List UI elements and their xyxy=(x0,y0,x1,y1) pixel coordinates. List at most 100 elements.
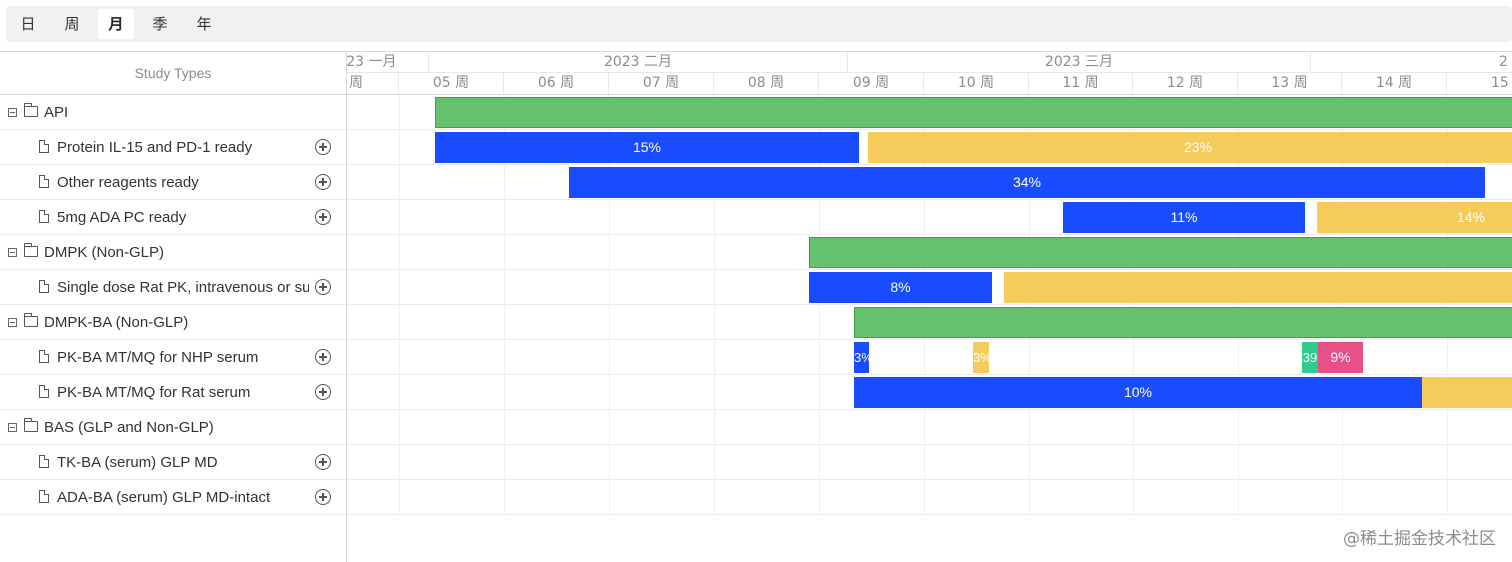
remaining-bar[interactable] xyxy=(1004,272,1512,303)
grid-row-task[interactable]: Single dose Rat PK, intravenous or subcu… xyxy=(0,270,346,305)
grid-row-group[interactable]: DMPK (Non-GLP) xyxy=(0,235,346,270)
gantt-timeline[interactable]: 2023 一月 2023 二月 2023 三月 2 周 05 周 06 周 07… xyxy=(347,51,1512,562)
remaining-bar[interactable] xyxy=(1422,377,1512,408)
month-cell: 2023 一月 xyxy=(347,52,429,73)
grid-row-task[interactable]: ADA-BA (serum) GLP MD-intact xyxy=(0,480,346,515)
group-label: DMPK-BA (Non-GLP) xyxy=(44,314,189,331)
week-cell: 周 xyxy=(347,73,399,94)
extra-bar[interactable]: 9% xyxy=(1318,342,1363,373)
week-cell: 12 周 xyxy=(1133,73,1238,94)
grid-row-task[interactable]: PK-BA MT/MQ for Rat serum xyxy=(0,375,346,410)
task-label: Single dose Rat PK, intravenous or subcu… xyxy=(57,279,309,296)
grid-row-group[interactable]: BAS (GLP and Non-GLP) xyxy=(0,410,346,445)
view-mode-toolbar: 日 周 月 季 年 xyxy=(6,6,1512,42)
file-icon xyxy=(39,385,49,398)
file-icon xyxy=(39,210,49,223)
file-icon xyxy=(39,490,49,503)
week-cell: 11 周 xyxy=(1029,73,1133,94)
task-label: ADA-BA (serum) GLP MD-intact xyxy=(57,489,271,506)
add-subtask-icon[interactable] xyxy=(315,489,331,505)
progress-bar[interactable]: 15% xyxy=(435,132,859,163)
month-cell: 2 xyxy=(1311,52,1512,73)
row-line xyxy=(347,409,1512,410)
group-label: DMPK (Non-GLP) xyxy=(44,244,165,261)
add-subtask-icon[interactable] xyxy=(315,384,331,400)
grid-row-task[interactable]: PK-BA MT/MQ for NHP serum xyxy=(0,340,346,375)
collapse-icon[interactable] xyxy=(8,248,17,257)
task-label: Protein IL-15 and PD-1 ready xyxy=(57,139,253,156)
task-label: PK-BA MT/MQ for NHP serum xyxy=(57,349,259,366)
week-cell: 10 周 xyxy=(924,73,1029,94)
add-subtask-icon[interactable] xyxy=(315,209,331,225)
grid-row-task[interactable]: Other reagents ready xyxy=(0,165,346,200)
folder-open-icon xyxy=(24,103,38,117)
week-cell: 06 周 xyxy=(504,73,609,94)
summary-bar[interactable] xyxy=(809,237,1512,268)
remaining-bar[interactable]: 14% xyxy=(1317,202,1512,233)
tab-year[interactable]: 年 xyxy=(196,15,212,33)
grid-row-group[interactable]: API xyxy=(0,95,346,130)
week-cell: 13 周 xyxy=(1238,73,1342,94)
tab-week[interactable]: 周 xyxy=(64,15,80,33)
group-label: BAS (GLP and Non-GLP) xyxy=(44,419,214,436)
add-subtask-icon[interactable] xyxy=(315,279,331,295)
collapse-icon[interactable] xyxy=(8,108,17,117)
summary-bar[interactable] xyxy=(854,307,1512,338)
grid-row-task[interactable]: 5mg ADA PC ready xyxy=(0,200,346,235)
timeline-month-header: 2023 一月 2023 二月 2023 三月 2 xyxy=(347,51,1512,73)
grid-row-task[interactable]: Protein IL-15 and PD-1 ready xyxy=(0,130,346,165)
row-line xyxy=(347,199,1512,200)
progress-bar[interactable]: 3% xyxy=(854,342,869,373)
row-line xyxy=(347,479,1512,480)
task-label: PK-BA MT/MQ for Rat serum xyxy=(57,384,251,401)
month-cell: 2023 二月 xyxy=(429,52,848,73)
file-icon xyxy=(39,175,49,188)
summary-bar[interactable] xyxy=(435,97,1512,128)
row-line xyxy=(347,129,1512,130)
extra-bar[interactable]: 39 xyxy=(1302,342,1318,373)
watermark: @稀土掘金技术社区 xyxy=(1343,529,1496,549)
grid-row-group[interactable]: DMPK-BA (Non-GLP) xyxy=(0,305,346,340)
task-label: TK-BA (serum) GLP MD xyxy=(57,454,218,471)
week-cell: 05 周 xyxy=(399,73,504,94)
remaining-bar[interactable]: 23% xyxy=(868,132,1512,163)
month-cell: 2023 三月 xyxy=(848,52,1311,73)
week-cell: 14 周 xyxy=(1342,73,1447,94)
group-label: API xyxy=(44,104,69,121)
file-icon xyxy=(39,140,49,153)
grid-row-task[interactable]: TK-BA (serum) GLP MD xyxy=(0,445,346,480)
row-line xyxy=(347,164,1512,165)
add-subtask-icon[interactable] xyxy=(315,454,331,470)
add-subtask-icon[interactable] xyxy=(315,174,331,190)
week-cell: 08 周 xyxy=(714,73,819,94)
folder-open-icon xyxy=(24,313,38,327)
row-line xyxy=(347,234,1512,235)
tab-month[interactable]: 月 xyxy=(98,9,134,39)
grid-header-study-types: Study Types xyxy=(0,51,346,95)
timeline-week-header: 周 05 周 06 周 07 周 08 周 09 周 10 周 11 周 12 … xyxy=(347,73,1512,95)
add-subtask-icon[interactable] xyxy=(315,139,331,155)
progress-bar[interactable]: 10% xyxy=(854,377,1422,408)
row-line xyxy=(347,514,1512,515)
progress-bar[interactable]: 11% xyxy=(1063,202,1305,233)
file-icon xyxy=(39,280,49,293)
row-line xyxy=(347,304,1512,305)
task-label: 5mg ADA PC ready xyxy=(57,209,187,226)
tab-day[interactable]: 日 xyxy=(20,15,36,33)
progress-bar[interactable]: 8% xyxy=(809,272,992,303)
week-cell: 15 周 xyxy=(1447,73,1512,94)
add-subtask-icon[interactable] xyxy=(315,349,331,365)
collapse-icon[interactable] xyxy=(8,423,17,432)
file-icon xyxy=(39,350,49,363)
task-grid: Study Types API Protein IL-15 and PD-1 r… xyxy=(0,51,347,562)
collapse-icon[interactable] xyxy=(8,318,17,327)
remaining-bar[interactable]: 3% xyxy=(973,342,989,373)
progress-bar[interactable]: 34% xyxy=(569,167,1485,198)
row-line xyxy=(347,269,1512,270)
row-line xyxy=(347,339,1512,340)
folder-open-icon xyxy=(24,418,38,432)
tab-quarter[interactable]: 季 xyxy=(152,15,168,33)
folder-open-icon xyxy=(24,243,38,257)
row-line xyxy=(347,444,1512,445)
week-cell: 09 周 xyxy=(819,73,924,94)
